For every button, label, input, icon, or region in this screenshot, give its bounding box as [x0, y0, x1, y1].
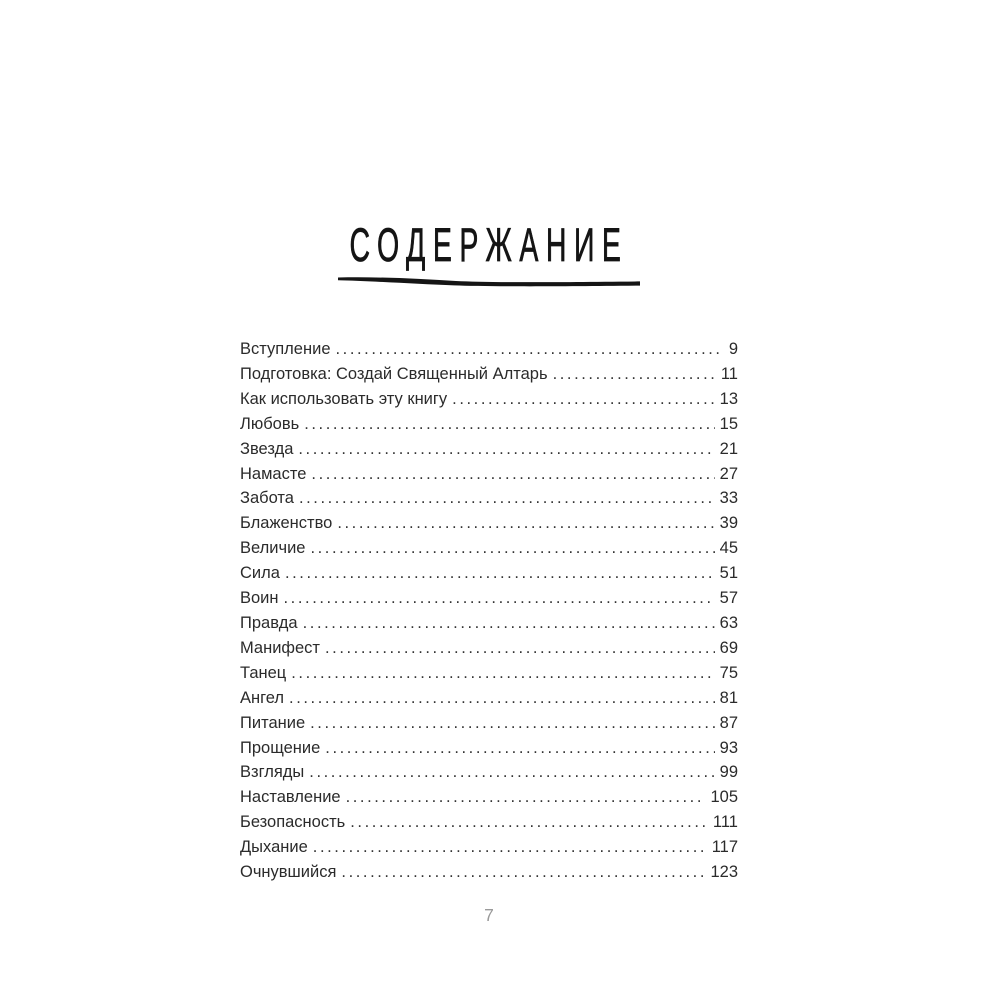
- toc-leader-dots: . . . . . . . . . . . . . . . . . . . . …: [345, 788, 706, 807]
- toc-entry-page-number: 75: [719, 663, 738, 682]
- toc-entry-label: Воин: [240, 589, 279, 608]
- toc-leader-dots: . . . . . . . . . . . . . . . . . . . . …: [452, 389, 714, 408]
- toc-entry: Наставление . . . . . . . . . . . . . . …: [240, 785, 738, 810]
- toc-entry: Как использовать эту книгу . . . . . . .…: [240, 387, 738, 412]
- toc-leader-dots: . . . . . . . . . . . . . . . . . . . . …: [325, 738, 714, 757]
- toc-leader-dots: . . . . . . . . . . . . . . . . . . . . …: [552, 364, 716, 383]
- page-title: СОДЕРЖАНИЕ: [349, 219, 629, 272]
- toc-entry-label: Наставление: [240, 788, 341, 807]
- toc-leader-dots: . . . . . . . . . . . . . . . . . . . . …: [289, 688, 715, 707]
- toc-entry-page-number: 27: [719, 464, 738, 483]
- toc-entry-page-number: 57: [719, 589, 738, 608]
- toc-entry: Взгляды . . . . . . . . . . . . . . . . …: [240, 760, 738, 785]
- toc-entry: Манифест . . . . . . . . . . . . . . . .…: [240, 636, 738, 661]
- toc-entry-label: Дыхание: [240, 838, 308, 857]
- toc-entry: Сила . . . . . . . . . . . . . . . . . .…: [240, 561, 738, 586]
- toc-entry-page-number: 45: [719, 539, 738, 558]
- toc-entry-label: Безопасность: [240, 813, 346, 832]
- toc-leader-dots: . . . . . . . . . . . . . . . . . . . . …: [309, 763, 715, 782]
- toc-entry-label: Забота: [240, 489, 294, 508]
- toc-entry-page-number: 9: [728, 340, 738, 358]
- toc-entry-page-number: 15: [719, 414, 738, 433]
- toc-leader-dots: . . . . . . . . . . . . . . . . . . . . …: [298, 489, 715, 508]
- toc-entry-label: Как использовать эту книгу: [240, 389, 448, 408]
- toc-leader-dots: . . . . . . . . . . . . . . . . . . . . …: [283, 589, 715, 608]
- toc-entry: Вступление . . . . . . . . . . . . . . .…: [240, 337, 738, 362]
- toc-entry-page-number: 111: [712, 813, 738, 832]
- toc-leader-dots: . . . . . . . . . . . . . . . . . . . . …: [304, 414, 714, 433]
- toc-entry-label: Подготовка: Создай Священный Алтарь: [240, 364, 548, 383]
- toc-entry: Дыхание . . . . . . . . . . . . . . . . …: [240, 835, 738, 860]
- toc-entry-page-number: 69: [719, 638, 738, 657]
- toc-leader-dots: . . . . . . . . . . . . . . . . . . . . …: [312, 838, 707, 857]
- toc-entry-page-number: 105: [710, 788, 738, 807]
- toc-entry-label: Любовь: [240, 414, 300, 433]
- toc-entry: Очнувшийся . . . . . . . . . . . . . . .…: [240, 860, 738, 885]
- page-content-column: СОДЕРЖАНИЕ Вступление . . . . . . . . . …: [240, 0, 738, 1000]
- toc-entry-page-number: 13: [719, 389, 738, 408]
- toc-leader-dots: . . . . . . . . . . . . . . . . . . . . …: [310, 713, 715, 732]
- toc-entry-page-number: 39: [719, 514, 738, 533]
- toc-entry: Подготовка: Создай Священный Алтарь . . …: [240, 362, 738, 387]
- toc-leader-dots: . . . . . . . . . . . . . . . . . . . . …: [335, 340, 724, 358]
- toc-leader-dots: . . . . . . . . . . . . . . . . . . . . …: [302, 613, 715, 632]
- toc-leader-dots: . . . . . . . . . . . . . . . . . . . . …: [284, 564, 715, 583]
- toc-entry-label: Манифест: [240, 638, 320, 657]
- toc-entry-label: Очнувшийся: [240, 863, 337, 882]
- toc-entry-page-number: 87: [719, 713, 738, 732]
- toc-entry: Безопасность . . . . . . . . . . . . . .…: [240, 810, 738, 835]
- toc-entry-label: Взгляды: [240, 763, 305, 782]
- toc-leader-dots: . . . . . . . . . . . . . . . . . . . . …: [310, 539, 714, 558]
- title-underline-stroke: [338, 277, 640, 287]
- toc-entry-page-number: 11: [720, 364, 738, 383]
- toc-entry-page-number: 93: [719, 738, 738, 757]
- toc-entry: Звезда . . . . . . . . . . . . . . . . .…: [240, 437, 738, 462]
- toc-entry: Любовь . . . . . . . . . . . . . . . . .…: [240, 412, 738, 437]
- toc-entry: Величие . . . . . . . . . . . . . . . . …: [240, 536, 738, 561]
- toc-entry-label: Величие: [240, 539, 306, 558]
- toc-entry: Танец . . . . . . . . . . . . . . . . . …: [240, 661, 738, 686]
- toc-entry: Питание . . . . . . . . . . . . . . . . …: [240, 711, 738, 736]
- toc-entry-label: Звезда: [240, 439, 294, 458]
- toc-leader-dots: . . . . . . . . . . . . . . . . . . . . …: [341, 863, 705, 882]
- toc-entry-label: Питание: [240, 713, 306, 732]
- toc-entry-page-number: 51: [719, 564, 738, 583]
- toc-entry: Воин . . . . . . . . . . . . . . . . . .…: [240, 586, 738, 611]
- toc-entry-label: Блаженство: [240, 514, 333, 533]
- toc-leader-dots: . . . . . . . . . . . . . . . . . . . . …: [337, 514, 714, 533]
- toc-leader-dots: . . . . . . . . . . . . . . . . . . . . …: [325, 638, 715, 657]
- toc-entry-page-number: 81: [719, 688, 738, 707]
- toc-entry: Забота . . . . . . . . . . . . . . . . .…: [240, 486, 738, 511]
- toc-entry-page-number: 33: [719, 489, 738, 508]
- toc-leader-dots: . . . . . . . . . . . . . . . . . . . . …: [291, 663, 714, 682]
- toc-entry-page-number: 63: [719, 613, 738, 632]
- toc-entry-label: Прощение: [240, 738, 321, 757]
- toc-leader-dots: . . . . . . . . . . . . . . . . . . . . …: [311, 464, 714, 483]
- toc-entry: Правда . . . . . . . . . . . . . . . . .…: [240, 611, 738, 636]
- toc-entry-label: Сила: [240, 564, 280, 583]
- toc-entry-page-number: 99: [719, 763, 738, 782]
- toc-entry: Ангел . . . . . . . . . . . . . . . . . …: [240, 686, 738, 711]
- toc-entry-label: Танец: [240, 663, 287, 682]
- toc-leader-dots: . . . . . . . . . . . . . . . . . . . . …: [298, 439, 714, 458]
- toc-entry-page-number: 21: [719, 439, 738, 458]
- toc-entry-label: Намасте: [240, 464, 307, 483]
- toc-entry-page-number: 123: [710, 863, 738, 882]
- toc-entry: Намасте . . . . . . . . . . . . . . . . …: [240, 462, 738, 487]
- toc-entry-label: Вступление: [240, 340, 331, 358]
- toc-entry: Прощение . . . . . . . . . . . . . . . .…: [240, 736, 738, 761]
- toc-entry-label: Ангел: [240, 688, 285, 707]
- toc-leader-dots: . . . . . . . . . . . . . . . . . . . . …: [350, 813, 708, 832]
- toc-entry: Блаженство . . . . . . . . . . . . . . .…: [240, 511, 738, 536]
- toc-entry-label: Правда: [240, 613, 298, 632]
- toc-list: Вступление . . . . . . . . . . . . . . .…: [240, 337, 738, 885]
- toc-entry-page-number: 117: [711, 838, 738, 857]
- page-number: 7: [484, 905, 494, 925]
